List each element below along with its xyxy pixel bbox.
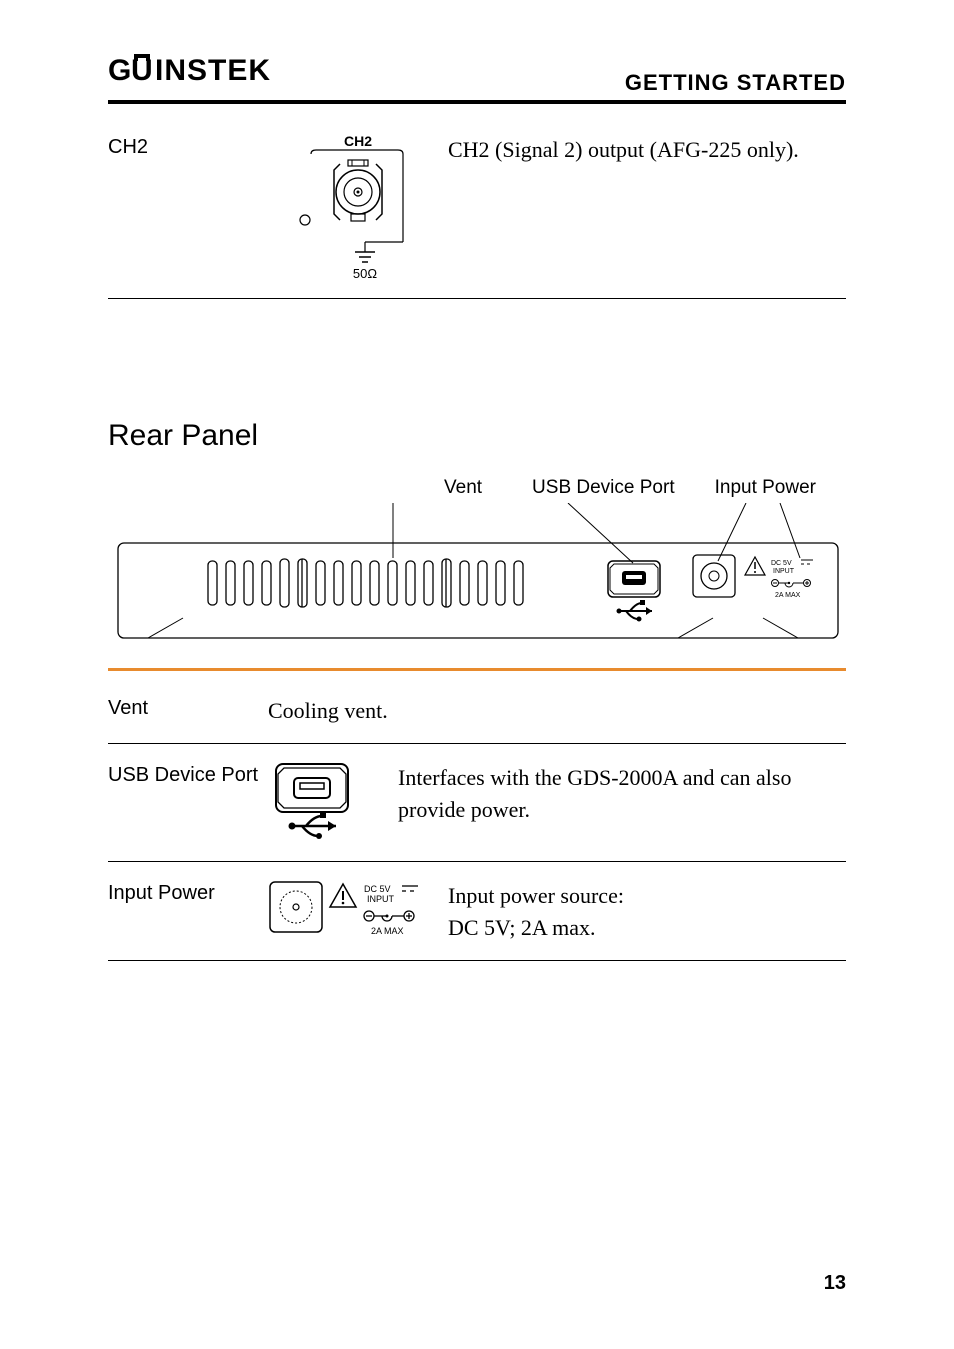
ch2-impedance-label: 50Ω <box>353 266 377 281</box>
svg-text:2A MAX: 2A MAX <box>775 592 801 599</box>
callout-usb: USB Device Port <box>532 477 675 499</box>
power-input-label: INPUT <box>367 894 395 904</box>
svg-text:INPUT: INPUT <box>773 568 795 575</box>
power-icon: DC 5V INPUT 2A MAX <box>268 878 448 938</box>
vent-row-label: Vent <box>108 693 268 720</box>
ch2-diagram: CH2 <box>268 132 448 282</box>
page-number: 13 <box>824 1272 846 1295</box>
header-section-label: GETTING STARTED <box>625 70 846 96</box>
svg-text:INSTEK: INSTEK <box>155 54 271 87</box>
ch2-description: CH2 (Signal 2) output (AFG-225 only). <box>448 132 846 166</box>
usb-description: Interfaces with the GDS-2000A and can al… <box>398 760 846 826</box>
divider-rule <box>108 298 846 299</box>
power-dc5v-label: DC 5V <box>364 884 391 894</box>
power-desc-line2: DC 5V; 2A max. <box>448 915 595 940</box>
vent-description: Cooling vent. <box>268 693 846 727</box>
ch2-diagram-label: CH2 <box>344 133 372 149</box>
divider-rule <box>108 960 846 961</box>
rear-panel-heading: Rear Panel <box>108 419 846 453</box>
header-rule <box>108 100 846 104</box>
usb-port-icon <box>268 760 398 845</box>
brand-logo: G U INSTEK <box>108 54 278 96</box>
accent-rule <box>108 668 846 671</box>
divider-rule <box>108 861 846 862</box>
power-2amax-label: 2A MAX <box>371 926 404 936</box>
power-description: Input power source: DC 5V; 2A max. <box>448 878 846 944</box>
power-desc-line1: Input power source: <box>448 883 624 908</box>
ch2-row-label: CH2 <box>108 132 268 159</box>
svg-text:DC 5V: DC 5V <box>771 560 792 567</box>
callout-power: Input Power <box>715 477 816 499</box>
usb-row-label: USB Device Port <box>108 760 268 787</box>
svg-text:G: G <box>108 54 132 87</box>
power-row-label: Input Power <box>108 878 268 905</box>
divider-rule <box>108 743 846 744</box>
rear-panel-diagram: DC 5V INPUT 2A MAX <box>108 503 846 658</box>
callout-vent: Vent <box>444 477 482 499</box>
